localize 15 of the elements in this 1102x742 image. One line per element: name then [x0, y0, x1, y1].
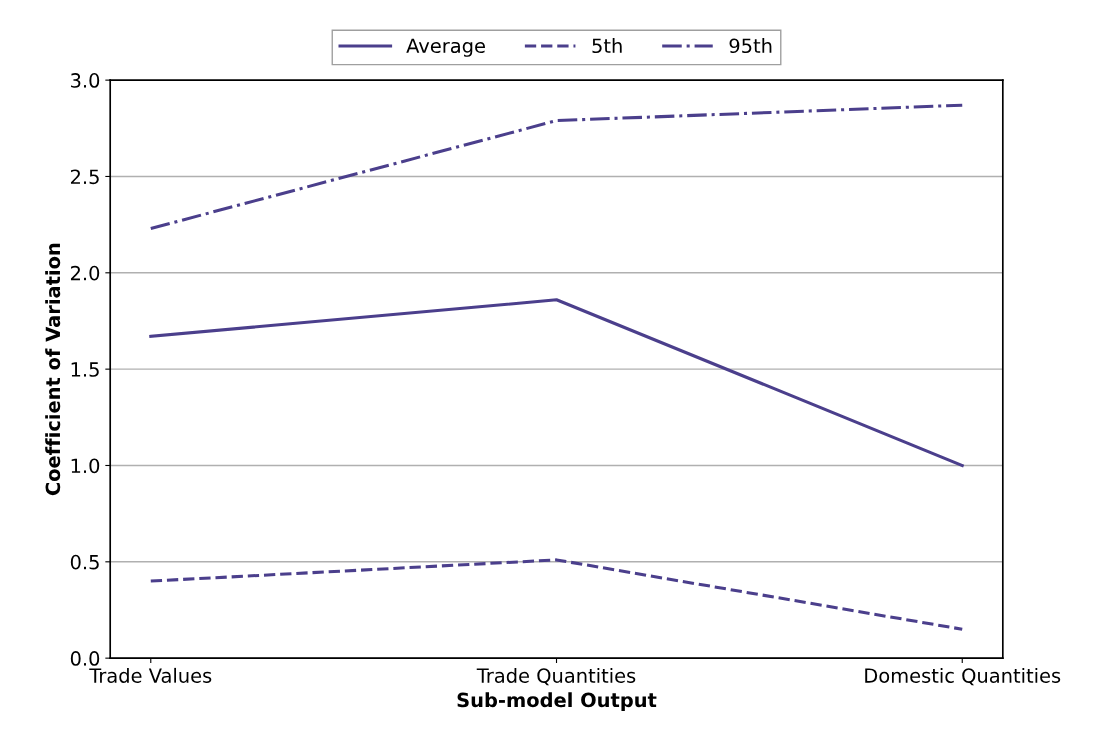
- x-axis-title: Sub-model Output: [457, 692, 657, 712]
- y-tick-label: 2.5: [70, 169, 99, 185]
- x-tick-label: Domestic Quantities: [865, 667, 1061, 686]
- y-tick-label: 1.5: [71, 362, 99, 377]
- y-tick-label: 0.0: [70, 651, 100, 666]
- legend-label: 5th: [592, 38, 622, 54]
- y-tick-label: 2.0: [70, 265, 100, 281]
- x-tick-label: Trade Quantities: [476, 667, 636, 686]
- x-tick-label: Trade Values: [89, 667, 212, 683]
- y-tick-label: 1.0: [71, 458, 100, 474]
- y-axis-title: Coefficient of Variation: [45, 243, 61, 496]
- y-tick-label: 3.0: [71, 73, 100, 88]
- legend-label: Average: [406, 38, 485, 57]
- legend-label: 95th: [729, 38, 772, 54]
- y-tick-label: 0.5: [70, 554, 99, 570]
